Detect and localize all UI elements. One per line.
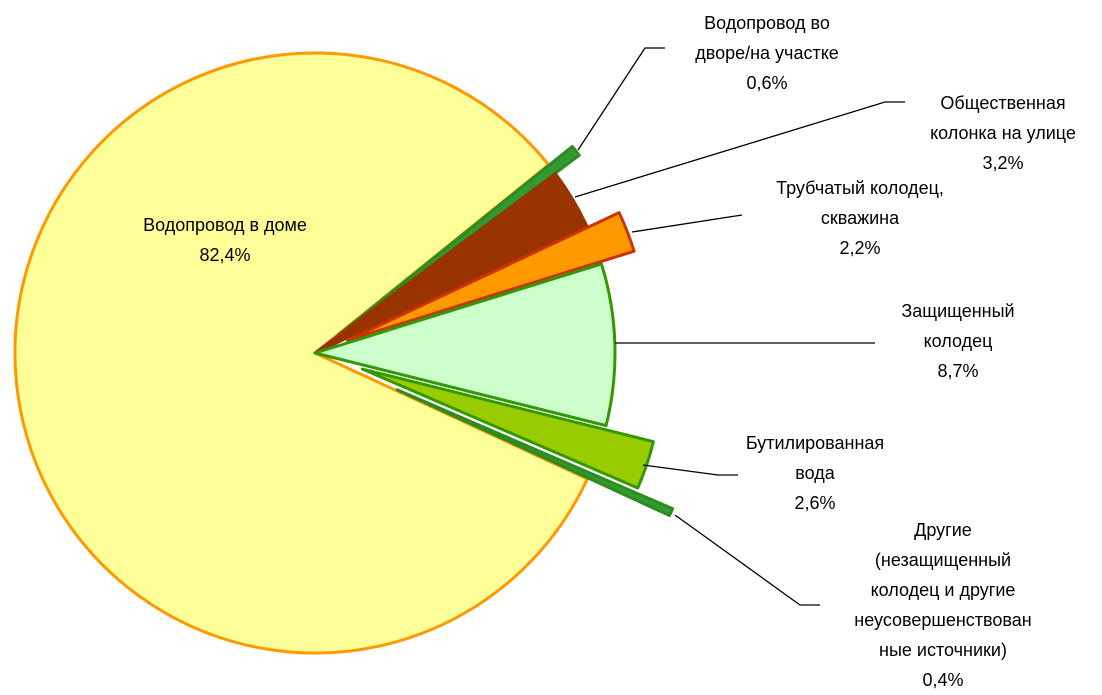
value-label: 0,6% (746, 73, 788, 93)
value-label: 2,6% (794, 493, 836, 513)
value-label: 0,4% (922, 670, 964, 690)
category-label: Бутилированная вода (745, 433, 885, 483)
pie-slice (395, 388, 675, 518)
category-label: Водопровод в доме (143, 215, 307, 235)
category-label: Защищенный колодец (901, 301, 1015, 351)
category-label: Водопровод во дворе/на участке (695, 13, 839, 63)
slice-label: Защищенный колодец 8,7% (901, 296, 1014, 386)
slice-label: Общественная колонка на улице 3,2% (930, 88, 1076, 178)
leader-line (642, 464, 738, 476)
category-label: Общественная колонка на улице (930, 93, 1076, 143)
slice-label: Другие (незащищенный колодец и другие не… (854, 515, 1031, 695)
pie-slice (346, 211, 636, 342)
category-label: Трубчатый колодец, скважина (776, 178, 944, 228)
leader-line (577, 47, 665, 151)
leader-line (674, 514, 820, 606)
slice-label: Водопровод во дворе/на участке 0,6% (695, 8, 839, 98)
pie-slice (337, 144, 581, 337)
value-label: 82,4% (199, 245, 251, 265)
pie-slice (313, 172, 588, 355)
slice-label: Водопровод в доме 82,4% (143, 210, 307, 270)
leader-line (574, 101, 905, 198)
value-label: 8,7% (937, 361, 979, 381)
category-label: Другие (незащищенный колодец и другие не… (854, 520, 1032, 660)
value-label: 3,2% (982, 153, 1024, 173)
value-label: 2,2% (839, 238, 881, 258)
pie-slice (13, 51, 589, 655)
pie-slice (313, 262, 617, 428)
slice-label: Бутилированная вода 2,6% (746, 428, 884, 518)
slice-label: Трубчатый колодец, скважина 2,2% (776, 173, 944, 263)
leader-line (631, 214, 743, 233)
